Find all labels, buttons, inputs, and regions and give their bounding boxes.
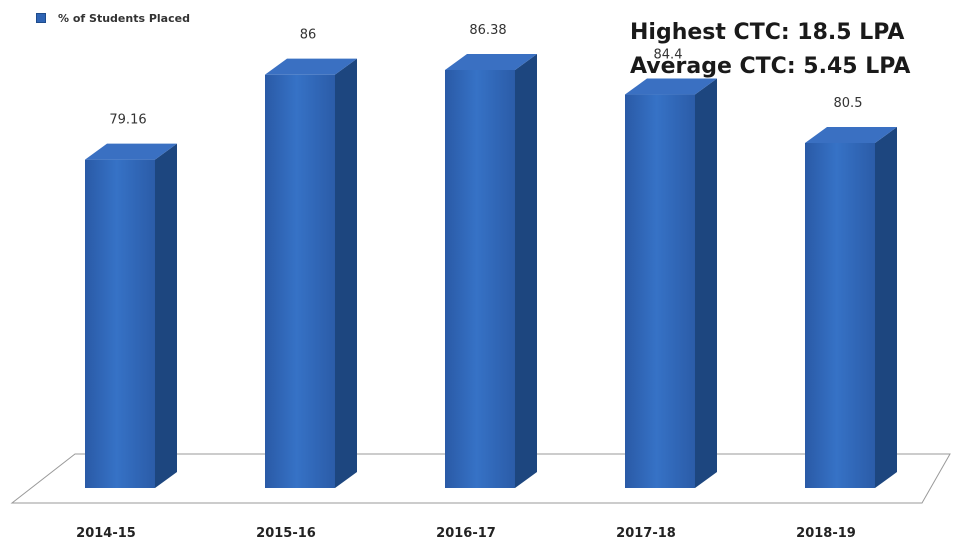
data-label: 79.16 <box>109 113 146 128</box>
bar-front <box>445 69 515 489</box>
bar-side <box>515 53 537 489</box>
data-label: 80.5 <box>834 96 863 111</box>
x-axis-ticks: 2014-15 2015-16 2016-17 2017-18 2018-19 <box>76 526 856 541</box>
bar <box>625 78 717 488</box>
highest-ctc-text: Highest CTC: 18.5 LPA <box>630 20 905 45</box>
bar-front <box>265 74 335 489</box>
x-tick-label: 2015-16 <box>256 526 316 541</box>
bar <box>805 126 897 489</box>
bar <box>85 143 177 488</box>
legend-swatch-icon <box>36 13 46 23</box>
chart-legend: % of Students Placed <box>36 10 190 26</box>
x-tick-label: 2018-19 <box>796 526 856 541</box>
bar-side <box>875 126 897 489</box>
data-labels-group: 79.16 86 86.38 84.4 80.5 <box>109 23 862 128</box>
bars-group <box>85 53 897 489</box>
bar-front <box>625 94 695 488</box>
data-label: 86.38 <box>469 23 506 38</box>
bar-top <box>625 78 717 95</box>
average-ctc-text: Average CTC: 5.45 LPA <box>630 54 911 79</box>
bar-side <box>155 143 177 488</box>
bar-front <box>85 159 155 488</box>
bar-side <box>695 78 717 488</box>
bar-top <box>805 126 897 143</box>
x-tick-label: 2016-17 <box>436 526 496 541</box>
bar-top <box>265 58 357 75</box>
x-tick-label: 2017-18 <box>616 526 676 541</box>
bar <box>265 58 357 489</box>
legend-label: % of Students Placed <box>58 11 190 25</box>
bar <box>445 53 537 489</box>
bar-side <box>335 58 357 489</box>
x-tick-label: 2014-15 <box>76 526 136 541</box>
data-label: 84.4 <box>654 48 683 63</box>
bar-top <box>85 143 177 160</box>
bar-top <box>445 53 537 70</box>
ctc-summary: Highest CTC: 18.5 LPA Average CTC: 5.45 … <box>630 16 950 84</box>
bar-front <box>805 142 875 489</box>
data-label: 86 <box>300 28 317 43</box>
